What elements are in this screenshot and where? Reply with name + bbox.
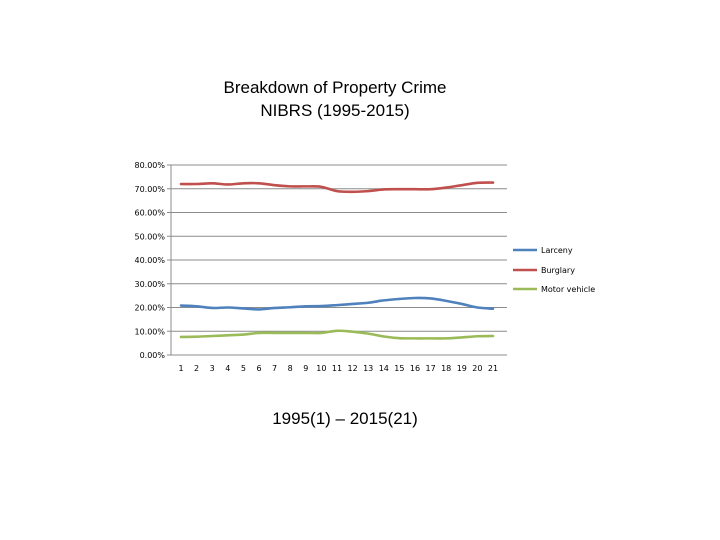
x-tick-label: 16: [410, 364, 420, 373]
gridlines: [171, 164, 507, 332]
series-lines: [179, 181, 495, 340]
y-tick-label: 80.00%: [134, 161, 165, 170]
x-tick-label: 21: [488, 364, 498, 373]
legend-label-larceny: Larceny: [541, 246, 573, 255]
series-line-burglary: [179, 181, 495, 194]
x-tick-label: 15: [394, 364, 404, 373]
chart-title-line2: NIBRS (1995-2015): [260, 101, 410, 120]
y-tick-label: 40.00%: [134, 256, 165, 265]
y-tick-label: 0.00%: [140, 351, 166, 360]
series-line-motor-vehicle: [179, 329, 495, 340]
x-tick-label: 5: [241, 364, 246, 373]
x-tick-label: 7: [272, 364, 277, 373]
x-tick-label: 6: [256, 364, 261, 373]
y-tick-label: 10.00%: [134, 327, 165, 336]
series-line-larceny: [179, 296, 495, 311]
legend-label-motor-vehicle: Motor vehicle: [541, 285, 595, 294]
y-tick-label: 30.00%: [134, 280, 165, 289]
x-tick-label: 9: [303, 364, 308, 373]
x-axis-caption: 1995(1) – 2015(21): [272, 409, 418, 428]
legend-label-burglary: Burglary: [541, 266, 575, 275]
x-tick-label: 20: [472, 364, 482, 373]
y-tick-label: 20.00%: [134, 304, 165, 313]
chart-title-line1: Breakdown of Property Crime: [223, 78, 447, 97]
x-tick-label: 13: [363, 364, 373, 373]
x-tick-label: 12: [348, 364, 358, 373]
y-tick-label: 50.00%: [134, 232, 165, 241]
x-tick-label: 19: [457, 364, 467, 373]
y-tick-label: 70.00%: [134, 185, 165, 194]
x-tick-label: 10: [316, 364, 326, 373]
legend: Larceny Burglary Motor vehicle: [513, 246, 595, 294]
x-tick-label: 17: [426, 364, 436, 373]
y-axis-tick-labels: 0.00% 10.00% 20.00% 30.00% 40.00% 50.00% 60.00…: [134, 161, 165, 360]
x-tick-label: 14: [379, 364, 389, 373]
x-tick-label: 18: [441, 364, 451, 373]
x-tick-label: 2: [194, 364, 199, 373]
x-tick-label: 4: [225, 364, 230, 373]
x-axis-tick-labels: 1 2 3 4 5 6 7 8 9 10 11 12 13 14 15 16 17 18 19 20 21: [178, 364, 498, 373]
x-tick-label: 3: [210, 364, 215, 373]
y-tick-label: 60.00%: [134, 209, 165, 218]
x-tick-label: 1: [178, 364, 183, 373]
axes: [167, 164, 507, 356]
x-tick-label: 11: [332, 364, 342, 373]
x-tick-label: 8: [288, 364, 293, 373]
